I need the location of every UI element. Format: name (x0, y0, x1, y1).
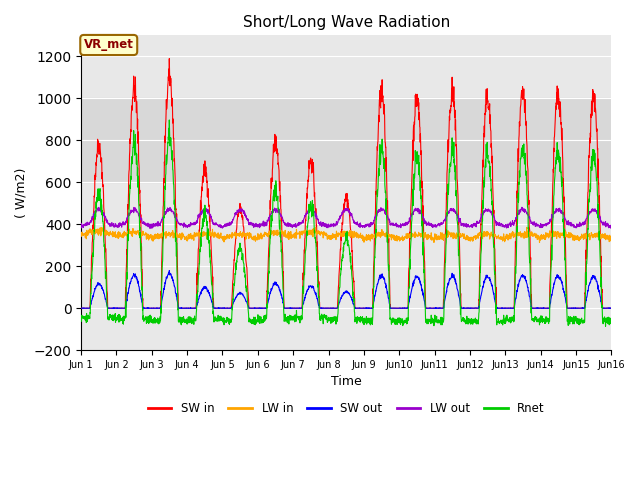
LW out (362, 222, 369, 228)
Rnet (602, 324, 609, 329)
Line: SW in: SW in (81, 59, 611, 308)
Title: Short/Long Wave Radiation: Short/Long Wave Radiation (243, 15, 450, 30)
Rnet (561, 239, 568, 245)
SW out (607, 305, 615, 311)
LW out (225, 223, 233, 228)
LW out (575, 221, 583, 227)
SW out (225, 305, 233, 311)
Legend: SW in, LW in, SW out, LW out, Rnet: SW in, LW in, SW out, LW out, Rnet (143, 397, 549, 420)
Rnet (362, 320, 369, 325)
LW in (536, 240, 543, 245)
LW in (362, 236, 369, 242)
SW in (77, 305, 85, 311)
X-axis label: Time: Time (331, 375, 362, 388)
Text: VR_met: VR_met (84, 38, 134, 51)
Line: LW out: LW out (81, 207, 611, 228)
LW in (575, 237, 583, 242)
LW in (373, 231, 381, 237)
SW in (362, 305, 369, 311)
SW out (166, 268, 173, 274)
SW in (575, 305, 583, 311)
Rnet (500, 320, 508, 326)
LW in (312, 225, 319, 230)
Rnet (607, 317, 615, 323)
Bar (81, 98, 611, 182)
SW out (575, 305, 583, 311)
LW out (373, 212, 381, 217)
LW in (607, 235, 615, 240)
LW out (147, 226, 154, 231)
Line: Rnet: Rnet (81, 120, 611, 326)
Rnet (77, 315, 85, 321)
LW in (500, 238, 508, 243)
LW in (561, 234, 568, 240)
SW in (607, 305, 615, 311)
SW in (561, 210, 568, 216)
Rnet (575, 322, 583, 327)
LW out (518, 204, 525, 210)
Line: SW out: SW out (81, 271, 611, 308)
Line: LW in: LW in (81, 228, 611, 242)
SW in (500, 305, 508, 311)
SW in (166, 56, 173, 61)
SW out (373, 283, 381, 289)
LW out (500, 223, 508, 228)
SW out (500, 305, 508, 311)
SW out (362, 305, 369, 311)
LW out (77, 224, 85, 229)
LW out (607, 223, 615, 229)
LW out (561, 215, 568, 221)
LW in (77, 233, 85, 239)
SW out (561, 291, 568, 297)
Rnet (166, 117, 173, 123)
Y-axis label: ( W/m2): ( W/m2) (15, 168, 28, 218)
LW in (225, 235, 233, 241)
SW in (373, 155, 381, 160)
Rnet (373, 197, 381, 203)
SW in (225, 305, 233, 311)
SW out (77, 305, 85, 311)
Rnet (225, 316, 233, 322)
